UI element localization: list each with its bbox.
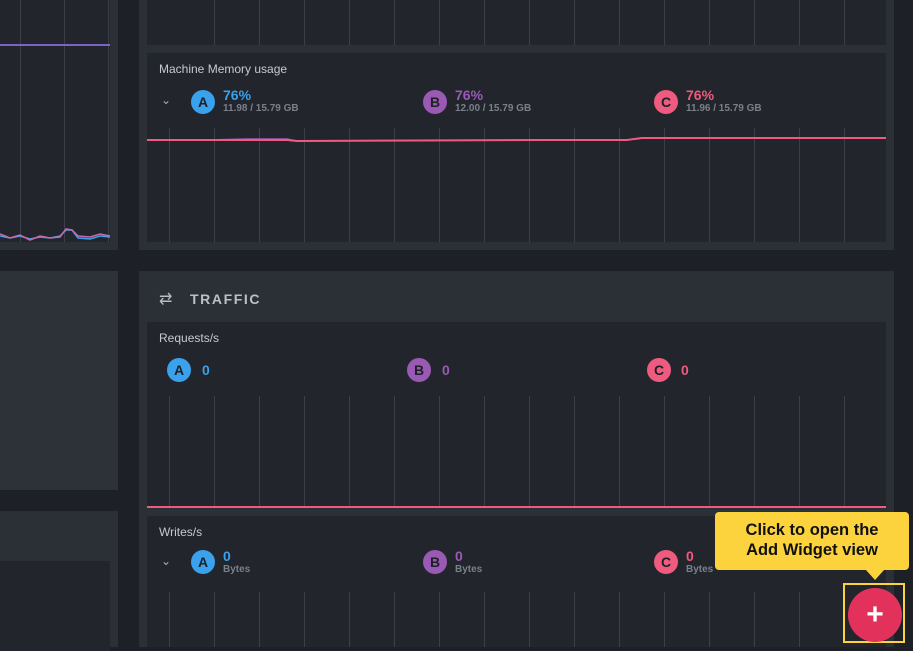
requests-card-title: Requests/s xyxy=(159,331,220,345)
server-c-memory-value: 76% xyxy=(686,87,715,103)
server-b-writes-value: 0 xyxy=(455,548,463,564)
requests-card: Requests/s A 0 B 0 C 0 xyxy=(147,322,886,508)
server-c-badge: C xyxy=(654,90,678,114)
memory-card-title: Machine Memory usage xyxy=(159,62,288,76)
server-a-badge: A xyxy=(191,90,215,114)
server-b-writes-unit: Bytes xyxy=(455,564,483,575)
series-line xyxy=(0,44,110,46)
server-c-writes-value: 0 xyxy=(686,548,694,564)
add-widget-button[interactable]: + xyxy=(848,588,902,642)
server-a-requests-value: 0 xyxy=(202,362,210,378)
left-top-panel xyxy=(0,0,118,250)
tooltip-line-2: Add Widget view xyxy=(746,541,878,559)
tooltip-line-1: Click to open the xyxy=(745,521,879,539)
writes-chart-grid xyxy=(147,592,886,647)
arrows-exchange-icon: ⇄ xyxy=(159,291,173,308)
server-b-badge: B xyxy=(423,90,447,114)
chevron-down-icon[interactable]: ⌄ xyxy=(161,93,172,107)
memory-card: Machine Memory usage ⌄ A 76% 11.98 / 15.… xyxy=(147,53,886,242)
server-a-writes-unit: Bytes xyxy=(223,564,251,575)
traffic-header: ⇄ TRAFFIC xyxy=(159,289,261,309)
memory-panel: Machine Memory usage ⌄ A 76% 11.98 / 15.… xyxy=(139,0,894,250)
requests-chart-grid xyxy=(147,396,886,508)
left-bottom-panel xyxy=(0,511,118,651)
server-b-memory-sub: 12.00 / 15.79 GB xyxy=(455,103,532,114)
chevron-down-icon[interactable]: ⌄ xyxy=(161,554,172,568)
server-a-memory-sub: 11.98 / 15.79 GB xyxy=(223,103,299,114)
server-a-writes-value: 0 xyxy=(223,548,231,564)
server-b-memory-value: 76% xyxy=(455,87,484,103)
server-c-requests-value: 0 xyxy=(681,362,689,378)
writes-card-title: Writes/s xyxy=(159,525,203,539)
memory-chart-grid xyxy=(147,128,886,242)
server-a-memory-value: 76% xyxy=(223,87,252,103)
server-a-badge: A xyxy=(191,550,215,574)
requests-series-line xyxy=(147,506,886,508)
tooltip-arrow xyxy=(866,570,884,580)
memory-series-svg xyxy=(147,137,886,143)
server-b-badge: B xyxy=(407,358,431,382)
traffic-panel: ⇄ TRAFFIC Requests/s A 0 B 0 C 0 Writes/… xyxy=(139,271,894,647)
left-chart-svg xyxy=(0,228,110,241)
button-highlight-frame xyxy=(843,583,905,643)
server-a-badge: A xyxy=(167,358,191,382)
server-b-badge: B xyxy=(423,550,447,574)
traffic-title: TRAFFIC xyxy=(190,291,262,307)
left-top-chart xyxy=(0,0,110,242)
add-widget-tooltip: Click to open the Add Widget view xyxy=(715,512,909,570)
left-mid-panel xyxy=(0,271,118,490)
upper-chart-card xyxy=(147,0,886,45)
server-b-requests-value: 0 xyxy=(442,362,450,378)
server-c-memory-sub: 11.96 / 15.79 GB xyxy=(686,103,762,114)
server-c-badge: C xyxy=(654,550,678,574)
left-bottom-chart xyxy=(0,561,110,651)
plus-icon: + xyxy=(866,598,884,631)
server-c-badge: C xyxy=(647,358,671,382)
server-c-writes-unit: Bytes xyxy=(686,564,714,575)
